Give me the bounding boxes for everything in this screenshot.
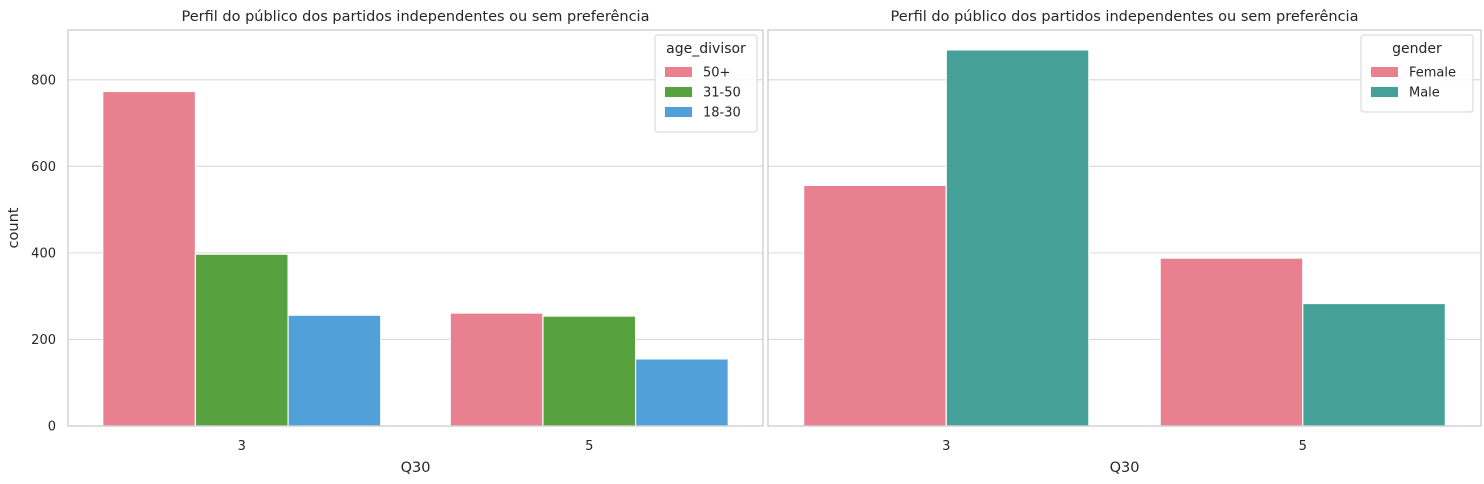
- y-axis-label: count: [6, 207, 22, 248]
- x-tick-label: 3: [942, 439, 950, 454]
- bar-3150-q30-3: [194, 253, 289, 427]
- legend-swatch: [665, 67, 692, 77]
- y-tick-label: 400: [31, 246, 56, 261]
- x-axis-label: Q30: [1110, 460, 1140, 476]
- chart-panel-2: Perfil do público dos partidos independe…: [767, 9, 1482, 476]
- x-tick-label: 3: [238, 439, 246, 454]
- x-axis-label: Q30: [401, 460, 431, 476]
- y-tick-label: 800: [31, 73, 56, 88]
- legend-label: 18-30: [703, 106, 741, 121]
- y-tick-label: 600: [31, 160, 56, 175]
- chart-panel-1: Perfil do público dos partidos independe…: [6, 9, 764, 476]
- chart-title: Perfil do público dos partidos independe…: [182, 9, 650, 25]
- legend-label: 50+: [703, 66, 730, 81]
- bar-female-q30-5: [1159, 257, 1304, 427]
- legend-swatch: [665, 107, 692, 117]
- y-tick-label: 200: [31, 333, 56, 348]
- legend-swatch: [1371, 67, 1398, 77]
- y-tick-label: 0: [48, 420, 56, 435]
- legend-swatch: [665, 87, 692, 97]
- legend-swatch: [1371, 87, 1398, 97]
- bar-male-q30-3: [945, 49, 1090, 427]
- bar-1830-q30-3: [287, 314, 382, 427]
- legend-label: Male: [1409, 86, 1440, 101]
- x-tick-label: 5: [585, 439, 593, 454]
- legend: gender Female Male: [1360, 34, 1474, 113]
- bar-50-q30-5: [449, 312, 544, 427]
- bar-male-q30-5: [1302, 302, 1446, 427]
- legend-label: 31-50: [703, 86, 741, 101]
- legend-title: gender: [1392, 41, 1442, 57]
- bar-3150-q30-5: [542, 315, 637, 427]
- bar-female-q30-3: [803, 184, 947, 427]
- axes-frame: [767, 29, 1482, 427]
- legend: age_divisor 50+ 31-50 18-30: [654, 34, 758, 133]
- legend-title: age_divisor: [666, 41, 746, 57]
- x-tick-label: 5: [1299, 439, 1307, 454]
- legend-label: Female: [1409, 66, 1456, 81]
- axes-frame: [67, 29, 764, 427]
- chart-title: Perfil do público dos partidos independe…: [891, 9, 1359, 25]
- bar-50-q30-3: [102, 90, 197, 427]
- bar-1830-q30-5: [634, 358, 729, 427]
